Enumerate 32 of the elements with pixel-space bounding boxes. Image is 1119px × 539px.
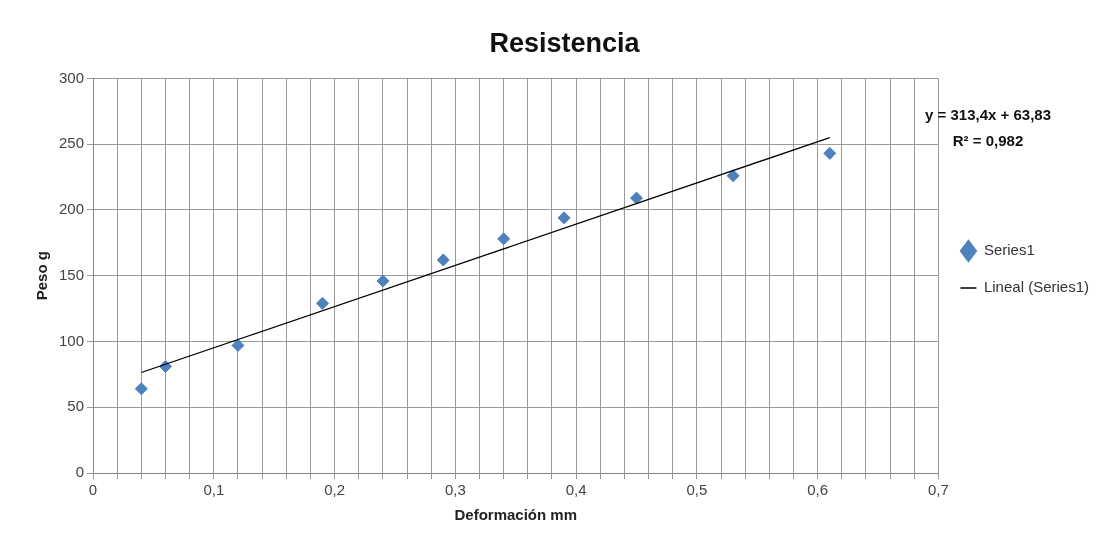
point [436,253,450,267]
y-tick-label: 250 [59,134,85,152]
y-tick-label: 200 [59,200,85,218]
legend-label: Series1 [983,241,1035,259]
x-tick-label: 0,4 [565,481,587,499]
point [823,146,837,160]
chart-title: Resistencia [489,27,641,58]
point [630,191,644,205]
y-tick-label: 100 [59,331,85,349]
text: R² = 0,982 [952,132,1024,150]
y-tick-label: 50 [67,397,85,415]
y-tick-label: 0 [75,463,85,481]
y-tick-label: 150 [59,265,85,283]
point [497,232,511,246]
x-tick-label: 0,7 [928,481,949,499]
point [134,382,148,396]
x-tick-label: 0,3 [444,481,466,499]
point [316,296,329,310]
x-tick-label: 0 [88,481,98,499]
x-tick-label: 0,1 [203,481,225,499]
annotation: y = 313,4x + 63,83 [925,106,1051,124]
point [726,169,740,183]
y-axis-title: Peso g [33,251,51,301]
point [557,211,571,225]
x-tick-label: 0,5 [686,481,708,499]
x-tick-label: 0,6 [807,481,829,499]
y-tick-label: 300 [59,68,85,86]
point [231,338,245,352]
x-tick-label: 0,2 [324,481,346,499]
point [376,274,390,288]
legend-label: Lineal (Series1) [983,278,1090,296]
x-axis-title: Deformación mm [454,506,577,524]
